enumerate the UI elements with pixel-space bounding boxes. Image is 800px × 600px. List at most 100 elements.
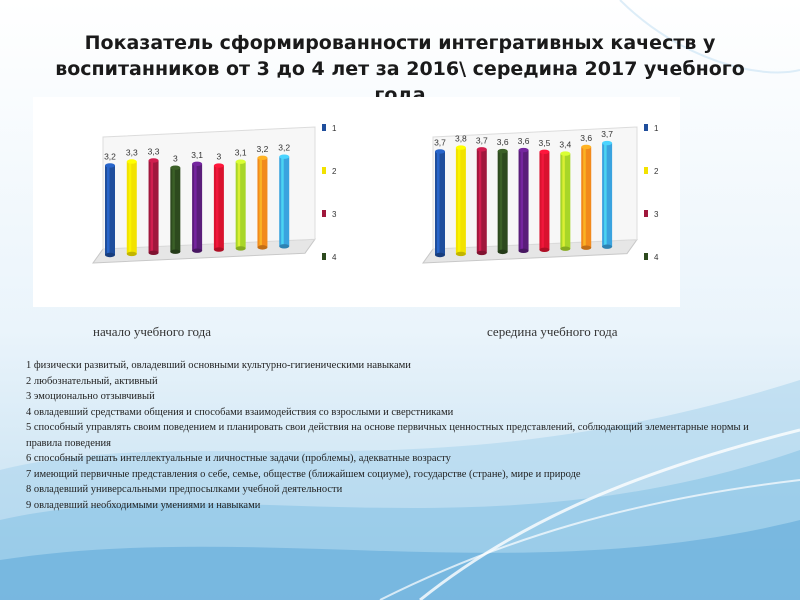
legend-item-3: 3	[644, 210, 659, 219]
bar-highlight	[437, 151, 440, 255]
bar-top	[213, 163, 224, 168]
bar-top	[235, 159, 246, 164]
bar-top	[170, 165, 181, 170]
bar-highlight	[604, 143, 607, 247]
bar-base	[170, 249, 181, 254]
bar-1: 3,7	[434, 137, 446, 258]
legend-swatch	[322, 167, 326, 174]
bar-highlight	[281, 156, 284, 247]
bar-6: 3,5	[539, 138, 551, 252]
legend-label: 2	[654, 167, 659, 176]
legend-label: 3	[654, 210, 659, 219]
bar-top	[476, 147, 487, 152]
bar-base	[560, 246, 571, 251]
bar-8: 3,6	[580, 133, 592, 250]
bar-base	[148, 250, 159, 256]
bar-value-label: 3,7	[476, 135, 488, 145]
caption-start-of-year: начало учебного года	[93, 324, 212, 339]
criteria-item: 2 любознательный, активный	[26, 375, 158, 387]
bar-3: 3,7	[476, 135, 488, 256]
legend-item-1: 1	[322, 124, 337, 133]
bar-highlight	[457, 147, 461, 254]
bar-base	[518, 248, 529, 254]
bar-9: 3,2	[278, 143, 290, 249]
bar-1: 3,2	[104, 151, 116, 258]
bar-value-label: 3,1	[191, 150, 203, 160]
legend-item-1: 1	[644, 124, 659, 133]
bar-front	[455, 147, 466, 254]
bar-4: 3,6	[497, 137, 509, 255]
bar-base	[235, 246, 246, 251]
bar-top	[148, 158, 159, 163]
bar-base	[581, 245, 592, 250]
bar-highlight	[150, 160, 154, 253]
legend-swatch	[322, 124, 326, 131]
bar-4: 3	[170, 154, 181, 254]
bar-highlight	[237, 161, 241, 249]
bar-value-label: 3	[217, 152, 222, 162]
bar-value-label: 3,3	[148, 146, 160, 156]
bar-front	[192, 163, 203, 251]
legend-swatch	[644, 210, 648, 217]
bar-9: 3,7	[601, 129, 613, 249]
bar-highlight	[520, 150, 524, 251]
bar-highlight	[478, 149, 482, 253]
legend-item-3: 3	[322, 210, 337, 219]
bar-top	[257, 155, 268, 160]
bar-value-label: 3,6	[497, 137, 509, 147]
legend-swatch	[644, 167, 648, 174]
legend-swatch	[644, 253, 648, 260]
bar-value-label: 3,6	[580, 133, 592, 143]
criteria-item: 1 физически развитый, овладевший основны…	[26, 360, 411, 371]
bar-base	[497, 249, 508, 255]
bar-front	[148, 160, 159, 253]
bar-front	[518, 150, 529, 251]
legend-label: 1	[654, 124, 659, 133]
legend-swatch	[322, 253, 326, 260]
bar-value-label: 3,4	[559, 140, 571, 150]
bar-top	[518, 147, 529, 153]
bar-value-label: 3,1	[235, 148, 247, 158]
bar-base	[435, 252, 445, 258]
bar-base	[279, 244, 290, 249]
criteria-item: 9 овладевший необходимыми умениями и нав…	[26, 499, 261, 511]
charts-panel: 3,2 3,3 3,3 3 3,1 3 3,1 3,2 3,2 1 2 3 4 3,7 3,8 3,7 3,6…	[33, 97, 680, 307]
legend-item-4: 4	[322, 253, 337, 262]
bar-7: 3,1	[235, 148, 247, 251]
legend-item-2: 2	[644, 167, 659, 176]
bar-value-label: 3,2	[257, 144, 269, 154]
bar-front	[539, 151, 550, 250]
bar-highlight	[128, 161, 132, 254]
chart-start-of-year-svg: 3,2 3,3 3,3 3 3,1 3 3,1 3,2 3,2 1 2 3 4	[91, 124, 337, 264]
criteria-item: 6 способный решать интеллектуальные и ли…	[26, 453, 451, 464]
bar-base	[539, 247, 550, 252]
bar-value-label: 3,8	[455, 134, 467, 144]
bar-front	[476, 149, 487, 253]
bar-top	[455, 145, 466, 150]
bar-base	[213, 247, 224, 252]
chart-start-of-year: 3,2 3,3 3,3 3 3,1 3 3,1 3,2 3,2 1 2 3 4	[33, 97, 363, 307]
bar-front	[105, 165, 115, 255]
bar-front	[126, 161, 137, 254]
bar-front	[213, 165, 224, 250]
bar-base	[476, 250, 487, 256]
criteria-legend: 1 физически развитый, овладевший основны…	[26, 358, 776, 513]
criteria-item: 5 способный управлять своим поведением и…	[26, 422, 749, 449]
bar-2: 3,8	[455, 134, 467, 257]
criteria-item: 8 овладевший универсальными предпосылкам…	[26, 484, 343, 495]
bar-value-label: 3,2	[104, 151, 116, 161]
slide-title: Показатель сформированности интегративны…	[55, 32, 745, 98]
criteria-item: 4 овладевший средствами общения и способ…	[26, 406, 454, 418]
bar-3: 3,3	[148, 146, 160, 256]
bar-top	[560, 151, 571, 156]
bar-value-label: 3	[173, 154, 178, 164]
bar-value-label: 3,7	[434, 137, 446, 147]
bar-value-label: 3,7	[601, 129, 613, 139]
criteria-item: 3 эмоционально отзывчивый	[26, 391, 155, 402]
chart-mid-year: 3,7 3,8 3,7 3,6 3,6 3,5 3,4 3,6 3,7 1 2 3 4	[363, 97, 680, 307]
bar-highlight	[215, 165, 219, 250]
chart-mid-year-svg: 3,7 3,8 3,7 3,6 3,6 3,5 3,4 3,6 3,7 1 2 3 4	[421, 124, 659, 264]
bar-highlight	[562, 153, 565, 249]
legend-label: 1	[332, 124, 337, 133]
bar-front	[170, 167, 181, 252]
